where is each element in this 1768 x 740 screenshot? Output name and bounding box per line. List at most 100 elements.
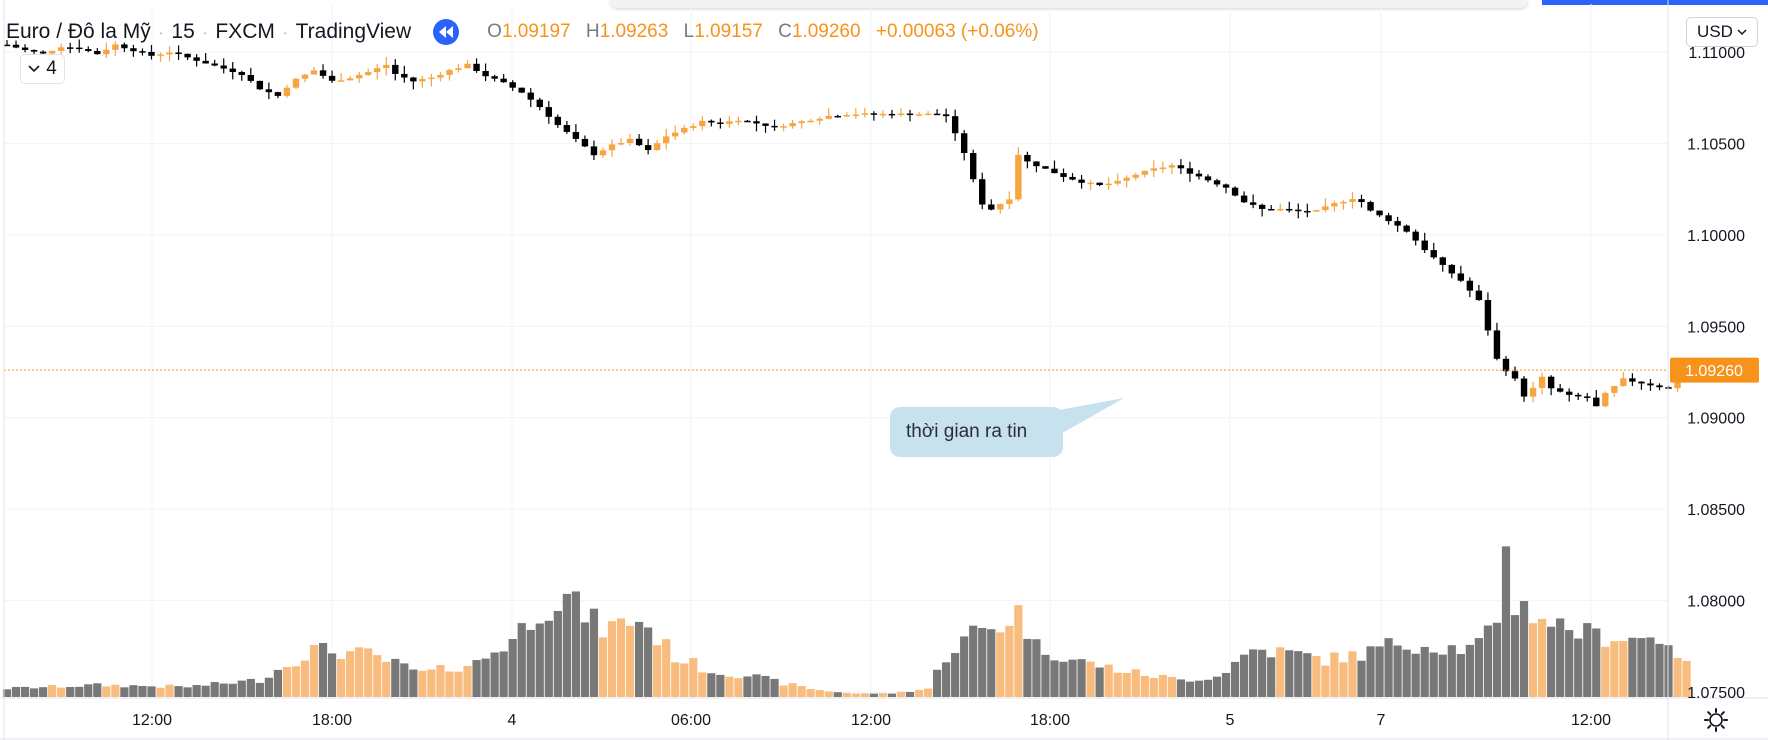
volume-bar: [969, 625, 978, 697]
floating-toolbar-edge[interactable]: [610, 0, 1528, 8]
x-tick-label: 5: [1226, 712, 1235, 729]
annotation-callout[interactable]: thời gian ra tin: [890, 407, 1063, 457]
candle-body: [337, 80, 345, 82]
candle: [545, 101, 552, 124]
candle-body: [220, 65, 227, 69]
candle-body: [1141, 170, 1148, 175]
volume-bar: [932, 669, 942, 697]
candle-body: [374, 68, 381, 73]
candle-body: [1358, 199, 1365, 203]
candle-body: [464, 63, 471, 69]
candle-body: [1051, 168, 1058, 174]
candle-body: [735, 120, 742, 123]
volume-bar: [291, 666, 301, 697]
volume-bar: [1447, 645, 1456, 697]
candle: [1584, 393, 1591, 402]
candle-body: [383, 64, 390, 69]
chevron-down-icon: [28, 65, 40, 73]
volume-bar: [1312, 655, 1321, 697]
volume-bar: [653, 645, 662, 697]
candle: [1529, 381, 1537, 403]
candle: [482, 63, 489, 82]
candle-body: [12, 44, 20, 48]
candle: [1141, 170, 1148, 178]
candle: [1412, 229, 1419, 246]
volume-bar: [770, 678, 779, 697]
volume-bar: [29, 688, 39, 697]
candle-body: [816, 118, 823, 121]
candle-body: [500, 78, 507, 83]
candle-body: [662, 136, 670, 144]
candle-body: [699, 120, 706, 127]
symbol-legend[interactable]: Euro / Đô la Mỹ · 15 · FXCM · TradingVie…: [6, 18, 1049, 46]
volume-bar: [48, 685, 57, 697]
candle: [1385, 212, 1392, 225]
candle: [419, 75, 426, 88]
rewind-icon[interactable]: [433, 19, 460, 45]
volume-bar: [1492, 622, 1502, 697]
candle: [825, 108, 832, 120]
currency-selector[interactable]: USD: [1686, 17, 1758, 47]
candle: [355, 71, 363, 83]
volume-bar: [436, 664, 445, 697]
volume-bar: [1005, 625, 1014, 697]
volume-bar: [1194, 680, 1204, 697]
candle: [401, 65, 408, 83]
y-tick-label: 1.08500: [1687, 502, 1745, 519]
candle-body: [1006, 199, 1013, 205]
candle: [599, 147, 607, 158]
candle-body: [1520, 378, 1528, 397]
volume-bar: [1339, 662, 1348, 697]
y-tick-label: 1.10500: [1687, 136, 1745, 153]
volume-bar: [725, 676, 734, 697]
candle-body: [446, 69, 453, 75]
candle-body: [915, 114, 923, 116]
candle: [383, 56, 390, 76]
open-value: 1.09197: [501, 21, 571, 42]
volume-bar: [264, 677, 273, 697]
volume-bar: [698, 672, 707, 697]
volume-bar: [1528, 623, 1538, 697]
candle: [428, 73, 435, 87]
candle-body: [1096, 182, 1103, 186]
candle: [1358, 194, 1365, 208]
candle-body: [906, 113, 914, 116]
volume-bar: [815, 690, 824, 697]
candle-body: [328, 75, 336, 81]
volume-bar: [400, 663, 409, 697]
candle-body: [76, 47, 83, 50]
volume-bar: [544, 620, 553, 697]
volume-bar: [824, 691, 833, 697]
candle-body: [30, 49, 38, 52]
volume-bar: [1167, 676, 1176, 697]
candle-body: [527, 92, 534, 100]
candle-body: [1385, 215, 1392, 222]
volume-bar: [508, 638, 517, 697]
candle: [735, 116, 742, 126]
y-tick-label: 1.09500: [1687, 319, 1745, 336]
candle-body: [57, 47, 65, 51]
candle-body: [1195, 173, 1203, 177]
candle-body: [1448, 264, 1455, 274]
candle: [1331, 200, 1338, 212]
volume-bar: [761, 675, 770, 697]
candle: [1268, 204, 1275, 211]
candle: [1159, 161, 1167, 173]
volume-bar: [1637, 638, 1646, 697]
candle-body: [771, 125, 778, 128]
accent-bar: [1542, 0, 1768, 5]
candle: [247, 67, 255, 83]
volume-bar: [1330, 652, 1339, 697]
candle: [879, 110, 887, 119]
candle: [1520, 376, 1528, 402]
candle-body: [1177, 165, 1185, 169]
volume-bar: [201, 685, 210, 697]
indicators-toggle-button[interactable]: 4: [20, 54, 65, 84]
candle-body: [554, 116, 562, 126]
candle-body: [545, 107, 552, 117]
candle: [94, 48, 101, 55]
candle-body: [970, 153, 977, 180]
gear-icon[interactable]: [1703, 707, 1729, 733]
candle: [1195, 170, 1203, 180]
